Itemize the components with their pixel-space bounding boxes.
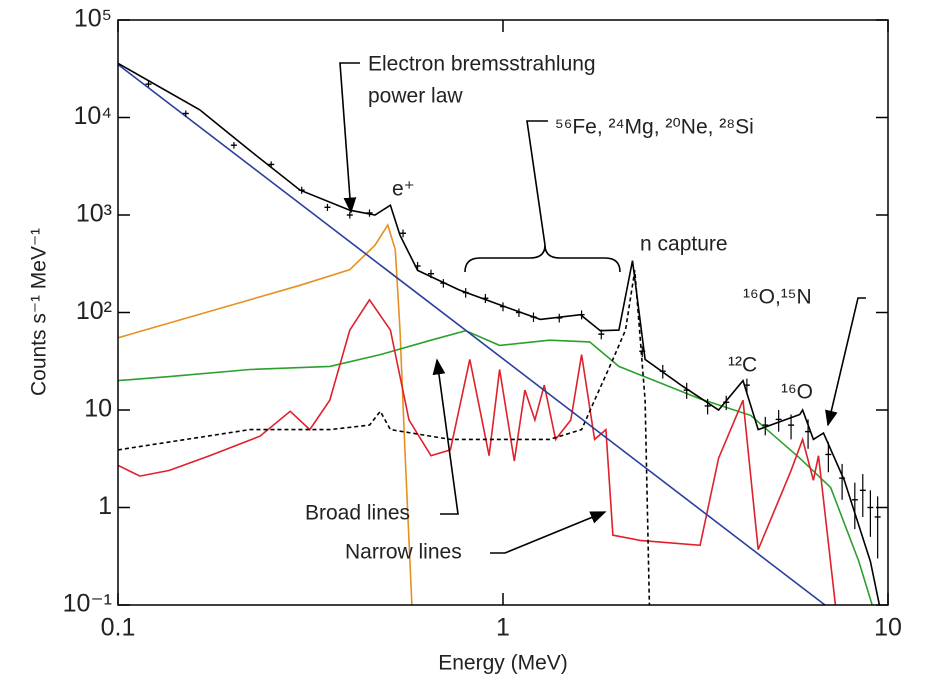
y-tick-label: 10³ — [76, 200, 112, 228]
y-tick-label: 1 — [98, 492, 112, 520]
annotation: Narrow lines — [345, 541, 462, 564]
y-tick-label: 10 — [84, 395, 112, 423]
brace — [464, 244, 621, 273]
annotation: ¹⁶O,¹⁵N — [743, 286, 812, 309]
annotation: power law — [368, 85, 463, 108]
x-tick-label: 0.1 — [101, 614, 136, 642]
annotation: ¹⁶O — [781, 381, 813, 404]
y-tick-label: 10⁵ — [74, 5, 112, 33]
y-tick-label: 10⁻¹ — [63, 590, 112, 618]
arrow — [339, 62, 360, 214]
series-line — [118, 270, 651, 605]
arrow — [825, 297, 866, 427]
annotation: Broad lines — [305, 502, 410, 525]
x-tick-label: 1 — [496, 614, 510, 642]
x-axis-label: Energy (MeV) — [438, 652, 568, 675]
series-line — [118, 329, 873, 605]
annotation: ⁵⁶Fe, ²⁴Mg, ²⁰Ne, ²⁸Si — [555, 116, 754, 139]
annotation: ¹²C — [728, 354, 757, 377]
y-tick-label: 10² — [76, 297, 112, 325]
x-tick-label: 10 — [874, 614, 902, 642]
y-axis-label: Counts s⁻¹ MeV⁻¹ — [28, 228, 51, 396]
y-tick-label: 10⁴ — [73, 102, 112, 130]
annotation: e⁺ — [392, 178, 415, 201]
series-line — [118, 223, 413, 605]
annotation: Electron bremsstrahlung — [368, 53, 596, 76]
arrow — [526, 120, 548, 246]
arrow — [490, 511, 607, 554]
arrow — [432, 358, 459, 515]
series-line — [118, 63, 826, 605]
series-line — [118, 298, 837, 605]
plot-area — [118, 62, 881, 605]
annotation: n capture — [640, 233, 728, 256]
